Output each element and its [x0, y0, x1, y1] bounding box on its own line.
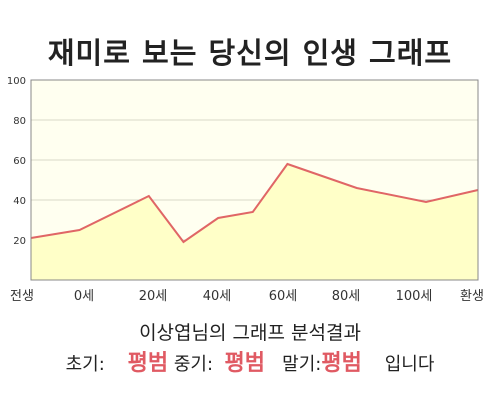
y-tick-label: 60: [13, 156, 26, 167]
x-tick-label: 40세: [203, 289, 232, 304]
x-tick-label: 전생: [10, 289, 34, 304]
result-suffix: 입니다: [384, 354, 435, 375]
early-stage-value: 평범: [127, 351, 169, 376]
x-tick-labels: 전생 0세 20세 40세 60세 80세 100세 환생: [10, 289, 484, 304]
y-tick-labels: 20 40 60 80 100: [7, 76, 26, 247]
mid-stage-label: 중기:: [173, 354, 214, 375]
y-tick-label: 40: [13, 196, 26, 207]
early-stage-label: 초기:: [65, 354, 105, 375]
mid-stage-value: 평범: [224, 351, 265, 376]
x-tick-label: 20세: [139, 289, 168, 304]
analysis-heading: 이상엽님의 그래프 분석결과: [139, 322, 361, 344]
x-tick-label: 100세: [396, 289, 433, 304]
stage-summary: 초기: 평범 중기: 평범 말기:평범 입니다: [0, 345, 500, 377]
x-tick-label: 80세: [332, 289, 361, 304]
plot-frame: [30, 79, 479, 281]
life-line: [30, 162, 479, 244]
late-stage-value: 평범: [321, 351, 362, 376]
x-tick-label: 60세: [269, 289, 298, 304]
chart-title: 재미로 보는 당신의 인생 그래프: [47, 36, 453, 70]
y-tick-label: 20: [13, 236, 26, 247]
y-tick-label: 80: [13, 116, 26, 127]
life-area-fill: [31, 164, 478, 280]
x-tick-label: 0세: [74, 289, 94, 304]
x-tick-label: 환생: [460, 289, 484, 304]
y-tick-label: 100: [7, 76, 26, 87]
late-stage-label: 말기:: [282, 354, 322, 375]
